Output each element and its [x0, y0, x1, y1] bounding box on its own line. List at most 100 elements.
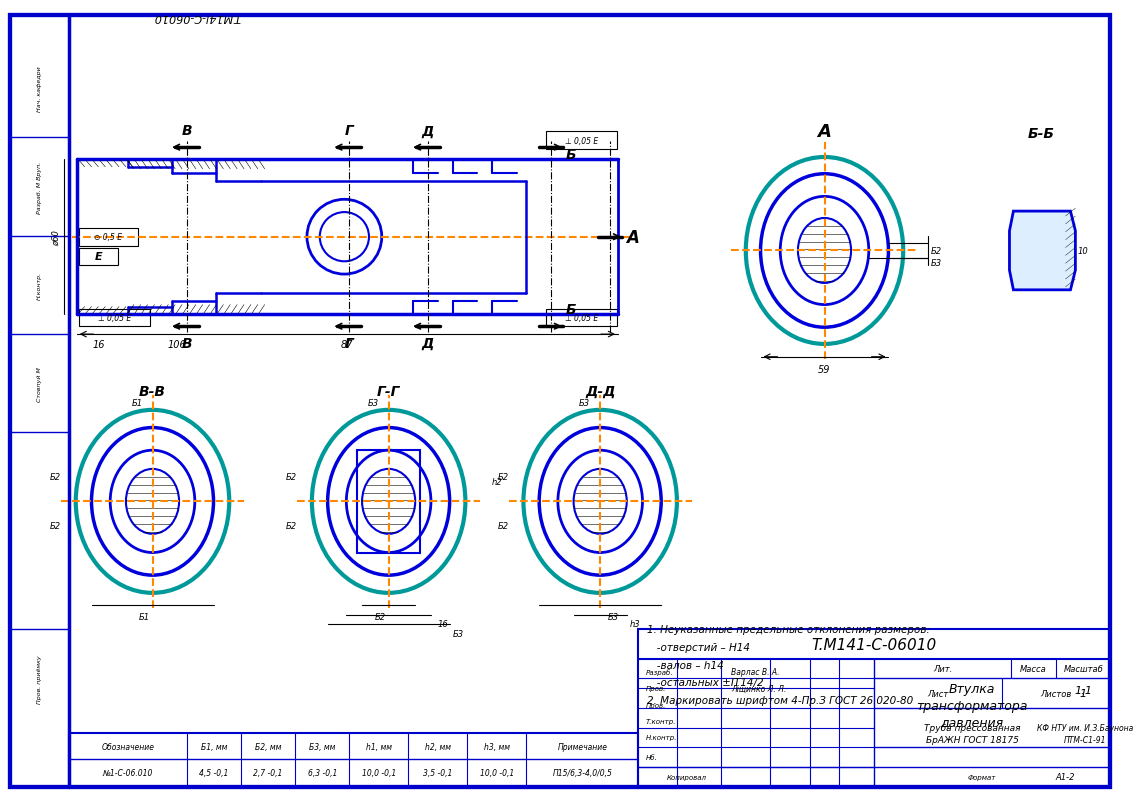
Text: Б2, мм: Б2, мм: [255, 742, 281, 751]
Text: Варлас В. А.: Варлас В. А.: [731, 667, 780, 676]
Text: ⊥ 0,05 Е: ⊥ 0,05 Е: [564, 313, 599, 323]
Text: Т.контр.: Т.контр.: [645, 718, 676, 724]
Text: h1, мм: h1, мм: [365, 742, 391, 751]
Text: Б3: Б3: [931, 259, 942, 267]
Text: Разраб. М Вруп.: Разраб. М Вруп.: [36, 161, 42, 214]
Text: Д: Д: [422, 336, 435, 351]
Text: КФ НТУ им. И.З.Баунона: КФ НТУ им. И.З.Баунона: [1037, 724, 1133, 732]
Text: 4,5 -0,1: 4,5 -0,1: [199, 768, 229, 777]
Text: 3,5 -0,1: 3,5 -0,1: [423, 768, 453, 777]
Text: h2: h2: [492, 478, 503, 487]
Text: Б2: Б2: [497, 473, 509, 482]
Text: -отверстий – Н14: -отверстий – Н14: [648, 642, 750, 652]
Text: Б1, мм: Б1, мм: [200, 742, 228, 751]
Text: Е: Е: [94, 252, 102, 262]
Text: А: А: [817, 123, 832, 141]
Text: давления: давления: [940, 715, 1004, 728]
Text: Б-Б: Б-Б: [1028, 127, 1055, 141]
Text: 1: 1: [1080, 688, 1087, 699]
Text: 16: 16: [92, 340, 105, 349]
Text: 2,7 -0,1: 2,7 -0,1: [254, 768, 283, 777]
Text: В: В: [182, 336, 192, 351]
Text: Н.контр.: Н.контр.: [645, 735, 677, 740]
Text: 2. Маркировать шрифтом 4-Пр.З ГОСТ 26.020-80: 2. Маркировать шрифтом 4-Пр.З ГОСТ 26.02…: [648, 695, 914, 705]
Text: Б2: Б2: [376, 612, 386, 621]
Text: Н.контр.: Н.контр.: [36, 271, 42, 300]
Text: T.M141-C-06010: T.M141-C-06010: [811, 637, 937, 652]
Bar: [79, 229, 138, 247]
Text: 10,0 -0,1: 10,0 -0,1: [480, 768, 514, 777]
Text: Пров.: Пров.: [645, 686, 666, 691]
Text: -валов – h14: -валов – h14: [648, 660, 724, 670]
Text: Б1: Б1: [132, 399, 142, 408]
Text: Б2: Б2: [497, 522, 509, 531]
Text: Пров. приёмку: Пров. приёмку: [36, 654, 42, 703]
Text: Обозначение: Обозначение: [101, 742, 155, 751]
Text: БрАЖН ГОСТ 18175: БрАЖН ГОСТ 18175: [925, 735, 1019, 744]
Text: h2, мм: h2, мм: [424, 742, 451, 751]
Text: Б2: Б2: [50, 522, 61, 531]
Text: Ліщинко Л. Л.: Ліщинко Л. Л.: [731, 684, 786, 693]
Text: Г-Г: Г-Г: [377, 385, 401, 398]
Text: 10,0 -0,1: 10,0 -0,1: [362, 768, 396, 777]
Text: Д-Д: Д-Д: [585, 385, 616, 398]
Text: Б3: Б3: [608, 612, 619, 621]
Text: 16: 16: [438, 620, 448, 629]
Text: 10: 10: [1078, 247, 1088, 255]
Text: h3: h3: [629, 620, 641, 629]
Text: Нач. кафедри: Нач. кафедри: [36, 66, 42, 112]
Text: Лит.: Лит.: [933, 664, 953, 673]
Text: Б3: Б3: [453, 630, 463, 638]
Polygon shape: [1009, 212, 1075, 291]
Bar: [357, 450, 420, 552]
Text: Копировал: Копировал: [667, 774, 707, 780]
Text: В-В: В-В: [139, 385, 166, 398]
Text: 1:1: 1:1: [1074, 686, 1092, 695]
Text: Б: Б: [566, 303, 576, 317]
Bar: [637, 630, 1110, 787]
Text: А: А: [626, 228, 638, 247]
Text: ⊥ 0,05 Е: ⊥ 0,05 Е: [98, 313, 131, 323]
Text: Листов: Листов: [1040, 689, 1071, 698]
Text: 87: 87: [341, 340, 354, 349]
Bar: [546, 132, 617, 150]
Text: Б2: Б2: [286, 522, 297, 531]
Text: Масштаб: Масштаб: [1063, 664, 1103, 673]
Text: 6,3 -0,1: 6,3 -0,1: [307, 768, 337, 777]
Text: 1. Неуказанные предельные отклонения размеров:: 1. Неуказанные предельные отклонения раз…: [648, 625, 931, 634]
Text: 59: 59: [818, 364, 831, 374]
Text: Б2: Б2: [931, 247, 942, 255]
Bar: [69, 732, 637, 787]
Text: ⊙ 0,5 Е: ⊙ 0,5 Е: [94, 233, 122, 242]
Text: трансформатора: трансформатора: [916, 699, 1028, 711]
Text: Труба прессованная: Труба прессованная: [924, 724, 1021, 732]
Text: П15/6,3-4,0/0,5: П15/6,3-4,0/0,5: [553, 768, 613, 777]
Text: Разраб.: Разраб.: [645, 668, 673, 675]
Text: ПТМ-С1-91: ПТМ-С1-91: [1064, 735, 1106, 744]
Text: T.M14l-C-06010: T.M14l-C-06010: [154, 12, 240, 22]
Text: h3, мм: h3, мм: [484, 742, 510, 751]
Text: Б1: Б1: [139, 612, 150, 621]
Text: Втулка: Втулка: [949, 682, 996, 695]
Text: -остальных ±IT14/2: -остальных ±IT14/2: [648, 678, 764, 687]
Text: А1-2: А1-2: [1056, 772, 1075, 781]
Text: Пров.: Пров.: [645, 702, 666, 708]
Bar: [79, 309, 149, 327]
Text: В: В: [182, 124, 192, 138]
Text: №1-С-06.010: №1-С-06.010: [102, 768, 154, 777]
Text: 106: 106: [167, 340, 187, 349]
Text: ø60: ø60: [52, 230, 61, 246]
Text: Б2: Б2: [50, 473, 61, 482]
Bar: [79, 248, 118, 266]
Text: Лист: Лист: [927, 689, 948, 698]
Text: Г: Г: [345, 336, 354, 351]
Text: Нб.: Нб.: [645, 754, 658, 760]
Text: Формат: Формат: [967, 774, 996, 780]
Text: Б2: Б2: [286, 473, 297, 482]
Text: Масса: Масса: [1020, 664, 1047, 673]
Text: Б3: Б3: [579, 399, 591, 408]
Text: Г: Г: [345, 124, 354, 138]
Text: Б: Б: [566, 148, 576, 162]
Text: Стовпуй М: Стовпуй М: [36, 366, 42, 402]
Text: Б3: Б3: [368, 399, 379, 408]
